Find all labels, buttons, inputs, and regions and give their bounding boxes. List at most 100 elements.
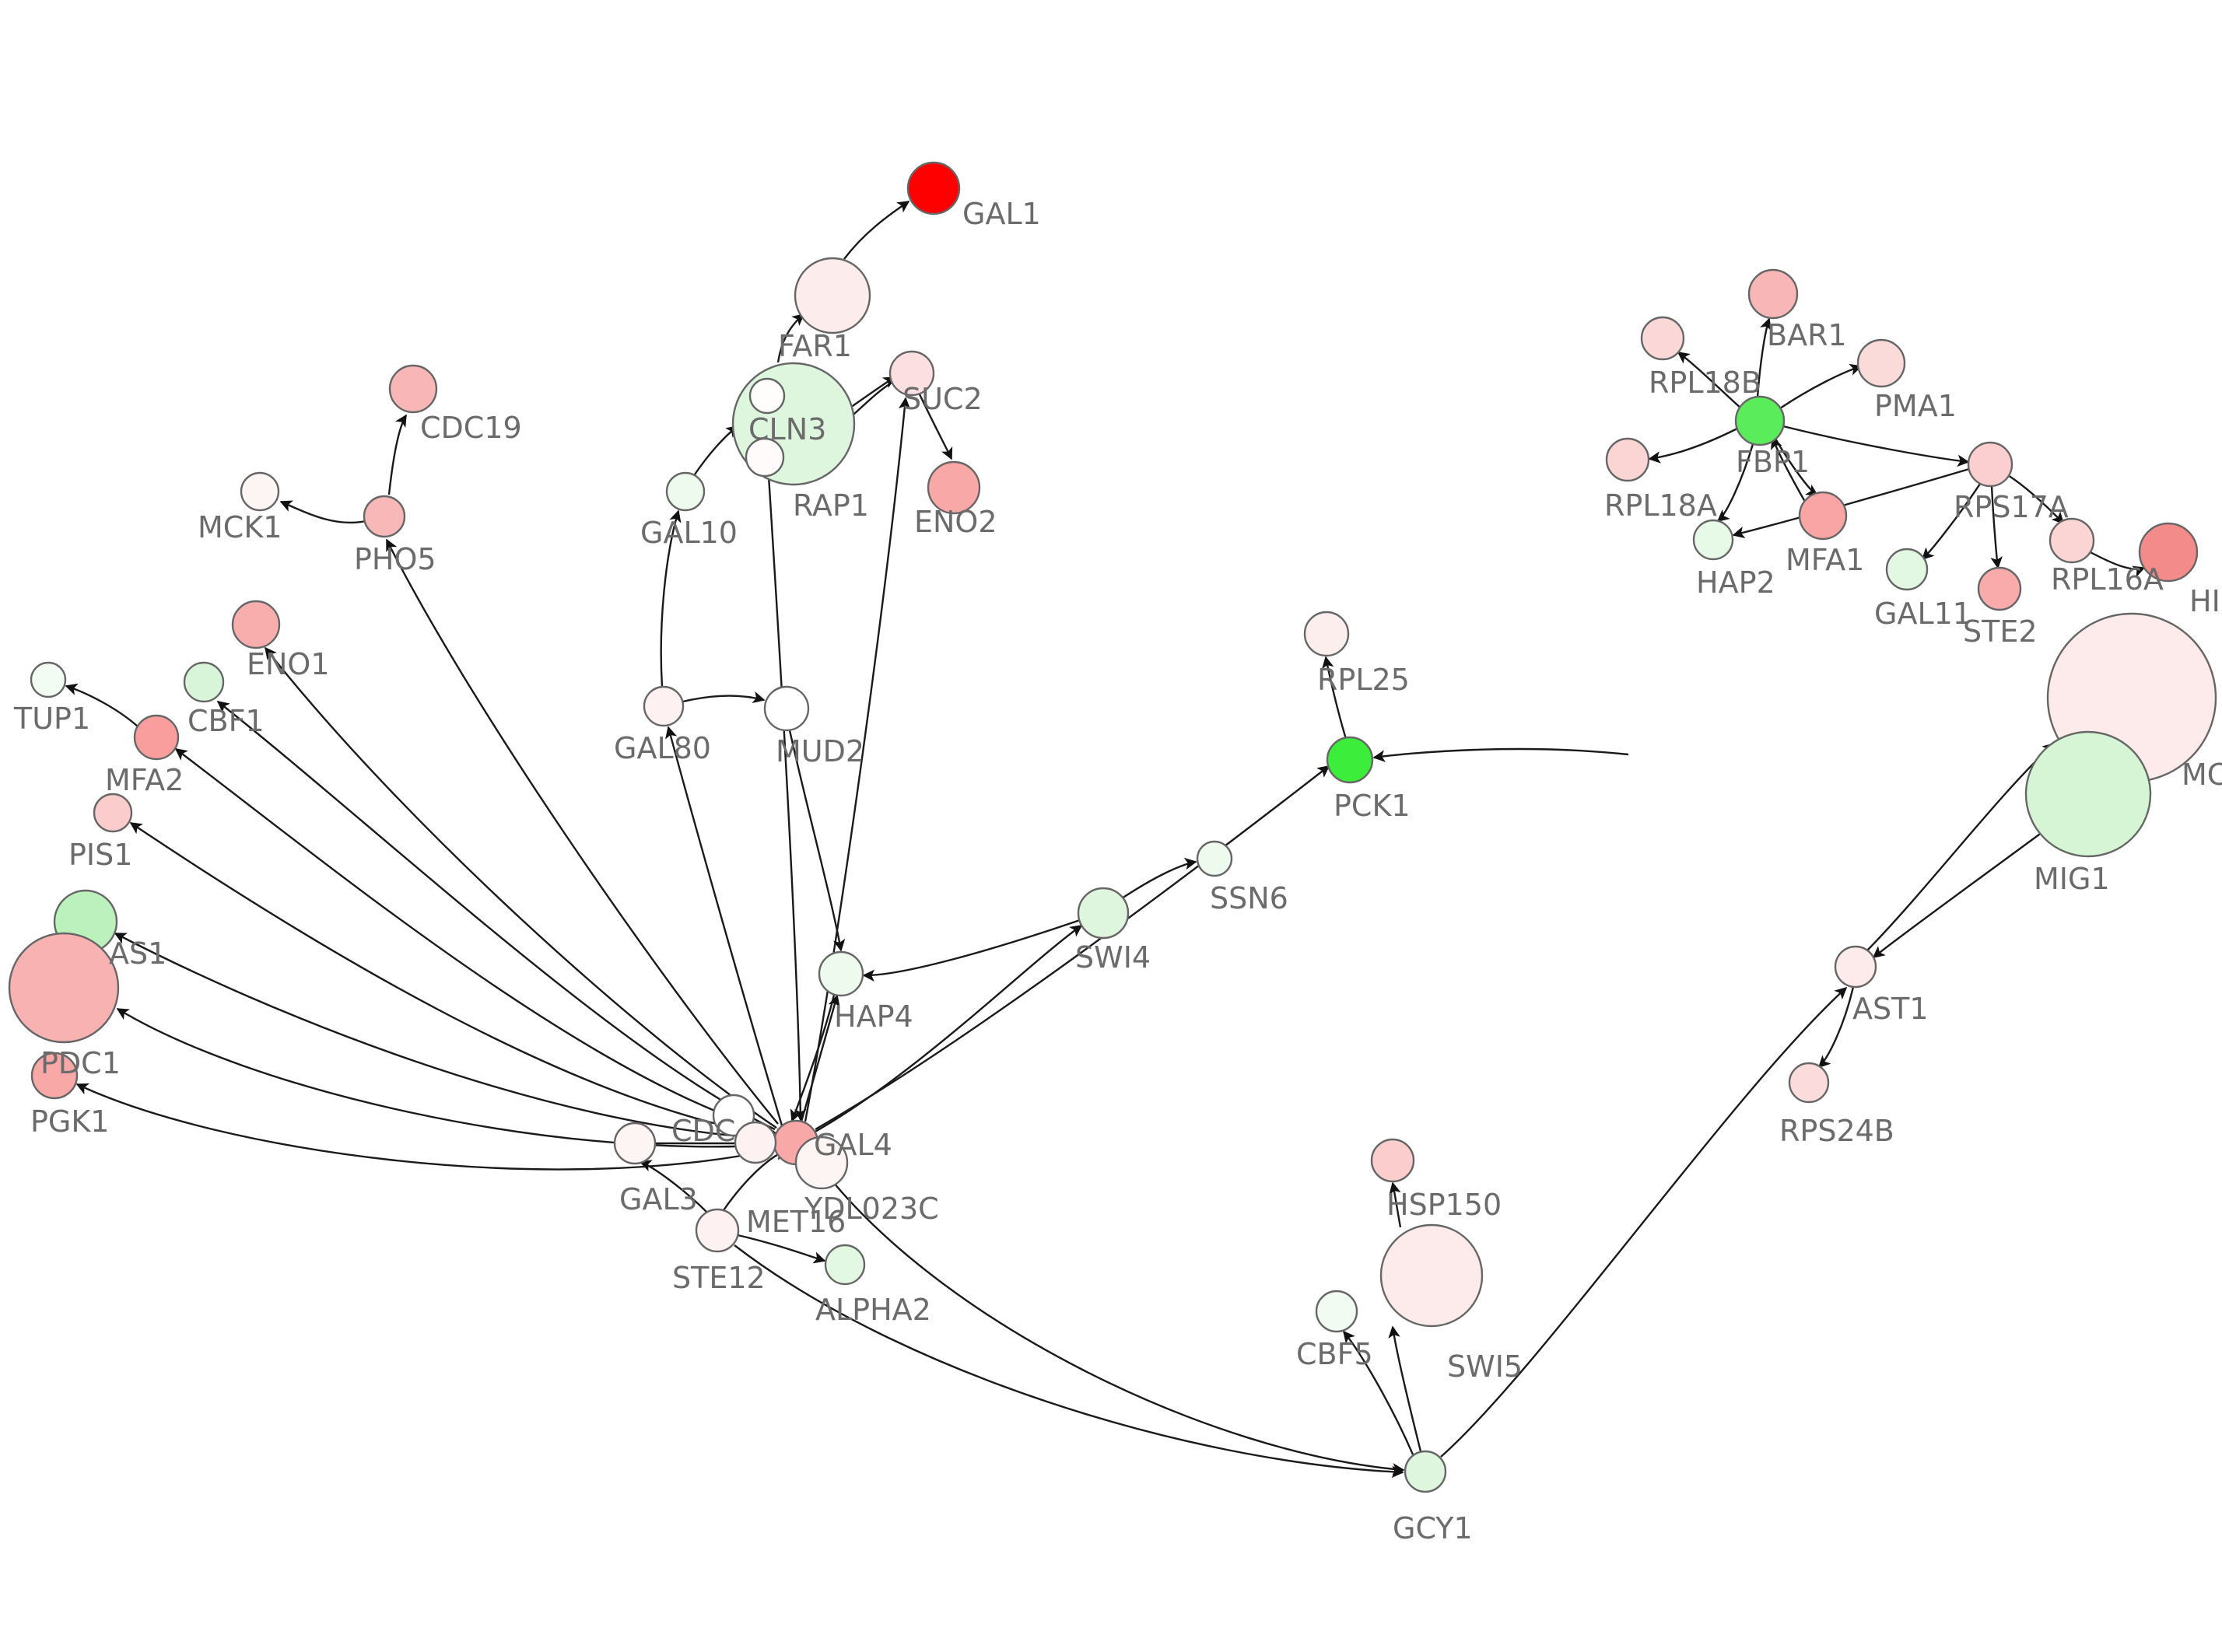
node-label-mfa2: MFA2 — [105, 763, 184, 797]
node-rpl18a[interactable] — [1605, 437, 1650, 482]
edge-gal4-to-mfa2 — [174, 748, 775, 1133]
node-cdc19[interactable] — [388, 364, 438, 414]
node-hap4[interactable] — [818, 950, 864, 997]
node-mfa2[interactable] — [133, 714, 180, 761]
node-label-his4: HIS4 — [2189, 584, 2222, 618]
edge-gal4-to-gcy1 — [813, 1157, 1405, 1475]
node-gal10[interactable] — [665, 471, 706, 512]
node-fbp1[interactable] — [1734, 395, 1786, 446]
node-label-gal80: GAL80 — [614, 731, 711, 765]
node-label-gal11: GAL11 — [1874, 597, 1971, 631]
edge-ste12-to-gcy1 — [734, 1244, 1404, 1479]
node-cbf5[interactable] — [1315, 1290, 1358, 1333]
node-pck1[interactable] — [1326, 736, 1374, 784]
edge-far1-to-gal1 — [843, 201, 910, 260]
node-label-cbf5: CBF5 — [1296, 1337, 1373, 1371]
node-pdc1[interactable] — [8, 932, 120, 1044]
edge-fbp1-to-bar1 — [1756, 317, 1772, 398]
edge-fbp1-to-rpl18b — [1677, 352, 1743, 410]
node-ast1[interactable] — [1834, 945, 1877, 989]
node-rpl25[interactable] — [1303, 611, 1350, 657]
node-swi4[interactable] — [1077, 887, 1130, 940]
edge-pho5-to-mck1 — [279, 500, 366, 524]
node-gal1[interactable] — [906, 161, 961, 215]
node-gal3[interactable] — [613, 1122, 657, 1165]
edge-gal4-to-pis1 — [129, 822, 775, 1137]
node-label-ssn6: SSN6 — [1210, 881, 1288, 915]
edge-rpl16a-to-his4 — [2087, 549, 2146, 578]
edge-fbp1-to-hap2 — [1716, 443, 1754, 523]
node-pgk1[interactable] — [30, 1052, 79, 1100]
edge-mfa2-to-tup1 — [65, 683, 138, 727]
node-met16[interactable] — [734, 1121, 777, 1164]
node-his4[interactable] — [2138, 522, 2199, 583]
node-alpha2[interactable] — [824, 1244, 866, 1286]
edge-ste12-to-alpha2 — [737, 1234, 826, 1264]
edge-gal4-to-has1 — [114, 932, 775, 1140]
edge-rap1-to-gal4 — [767, 475, 807, 1122]
node-eno2[interactable] — [927, 460, 981, 515]
node-ste12[interactable] — [695, 1208, 740, 1253]
node-tup1[interactable] — [30, 661, 67, 698]
edge-fbp1-to-rps17a — [1782, 425, 1970, 467]
edge-pck1-to-rpl25 — [1322, 656, 1348, 740]
node-rpl16a[interactable] — [2049, 517, 2095, 564]
node-label-rps17a: RPS17A — [1954, 490, 2069, 524]
node-label-rpl18a: RPL18A — [1604, 488, 1717, 523]
edge-rps17a-to-rpl16a — [2007, 474, 2065, 525]
node-label-has1: AS1 — [109, 936, 166, 971]
node-label-mig1: MIG1 — [2034, 862, 2110, 896]
edge-gal4-to-cbf1 — [216, 701, 776, 1131]
edge-hap4-to-gal4 — [790, 994, 836, 1122]
edge-gal4-to-pck1 — [815, 765, 1330, 1131]
node-suc2[interactable] — [888, 350, 935, 397]
node-gal11[interactable] — [1885, 548, 1929, 591]
node-label-rap1: RAP1 — [793, 488, 869, 523]
node-pis1[interactable] — [93, 793, 133, 833]
node-rpl18b[interactable] — [1640, 316, 1685, 361]
node-label-hsp150: HSP150 — [1386, 1188, 1502, 1222]
edge-gcy1-to-ast1 — [1440, 986, 1848, 1458]
node-label-met16: MET16 — [746, 1205, 846, 1239]
edge-mud2-to-hap4 — [788, 730, 846, 952]
node-pho5[interactable] — [363, 495, 406, 538]
node-eno1[interactable] — [231, 600, 281, 649]
node-rps17a[interactable] — [1967, 441, 2013, 488]
edge-cln3-to-suc2 — [850, 376, 896, 408]
node-hap2[interactable] — [1692, 519, 1734, 561]
node-label-rpl16a: RPL16A — [2051, 562, 2164, 597]
node-gcy1[interactable] — [1404, 1450, 1447, 1493]
node-mfa1[interactable] — [1798, 491, 1848, 541]
node-mig1[interactable] — [2024, 730, 2152, 858]
node-ste2[interactable] — [1977, 566, 2022, 611]
node-label-ydl023c: YDL023C — [804, 1192, 939, 1226]
edge-gcy1-to-cbf5 — [1343, 1330, 1414, 1455]
node-mck1[interactable] — [240, 471, 280, 512]
node-label-far1: FAR1 — [778, 329, 852, 363]
node-ydl023c[interactable] — [794, 1136, 849, 1190]
node-bar1[interactable] — [1747, 268, 1799, 320]
node-label-mck1: MCK1 — [198, 510, 282, 544]
node-cln3-inner[interactable] — [748, 377, 786, 415]
node-label-suc2: SUC2 — [902, 382, 983, 416]
node-hsp150[interactable] — [1370, 1138, 1415, 1183]
node-pma1[interactable] — [1856, 338, 1906, 388]
edge-mig1-to-ast1 — [1872, 831, 2043, 958]
edge-gal4-to-eno1 — [265, 646, 777, 1129]
node-rap1[interactable] — [745, 437, 785, 478]
node-mud2[interactable] — [763, 685, 810, 732]
node-swi5[interactable] — [1379, 1223, 1484, 1328]
node-gal80[interactable] — [643, 685, 685, 727]
node-rps24b[interactable] — [1788, 1062, 1830, 1104]
node-label-swi4: SWI4 — [1075, 940, 1151, 975]
node-label-rpl25: RPL25 — [1317, 663, 1410, 697]
node-label-gcy1: GCY1 — [1393, 1511, 1473, 1545]
node-label-gal1: GAL1 — [962, 197, 1041, 231]
node-ssn6[interactable] — [1196, 840, 1233, 877]
node-cbf1[interactable] — [183, 661, 225, 703]
edge-cln3-to-far1 — [776, 313, 805, 363]
edge-rps17a-to-gal11 — [1921, 483, 1982, 561]
node-far1[interactable] — [794, 257, 871, 334]
